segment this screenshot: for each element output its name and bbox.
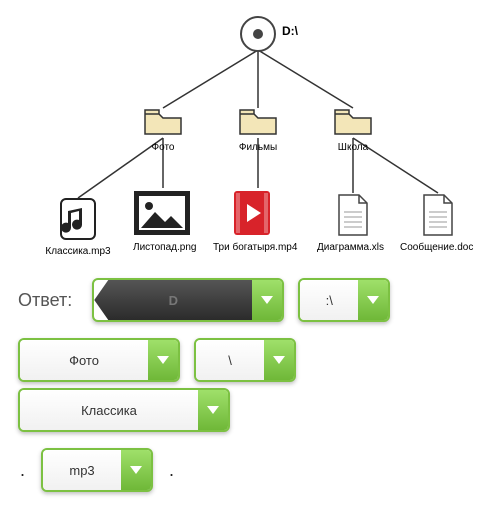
file-xls: Диаграмма.xls xyxy=(333,194,373,253)
answer-area: Ответ: D :\ Фото \ Классика . mp3 . xyxy=(8,268,492,492)
file-label: Три богатыря.mp4 xyxy=(213,242,283,253)
dropdown-value: Классика xyxy=(20,390,198,430)
document-file-icon xyxy=(420,194,456,236)
folder-school: Школа xyxy=(333,108,373,153)
dropdown-ext[interactable]: mp3 xyxy=(41,448,153,492)
chevron-down-icon xyxy=(264,340,294,380)
file-doc: Сообщение.doc xyxy=(418,194,458,253)
dropdown-sep2[interactable]: \ xyxy=(194,338,296,382)
dot-separator: . xyxy=(167,460,176,481)
chevron-down-icon xyxy=(148,340,178,380)
folder-label: Школа xyxy=(333,142,373,153)
dot-separator: . xyxy=(18,460,27,481)
dropdown-value: mp3 xyxy=(43,450,121,490)
folder-icon xyxy=(238,108,278,136)
file-png: Листопад.png xyxy=(133,190,193,253)
folder-photo: Фото xyxy=(143,108,183,153)
dropdown-value: \ xyxy=(196,340,264,380)
disc-icon xyxy=(240,16,276,52)
answer-label: Ответ: xyxy=(18,290,72,311)
folder-label: Фильмы xyxy=(238,142,278,153)
file-mp4: Три богатыря.mp4 xyxy=(233,190,283,253)
folder-label: Фото xyxy=(143,142,183,153)
chevron-down-icon xyxy=(121,450,151,490)
dropdown-filename[interactable]: Классика xyxy=(18,388,230,432)
file-label: Сообщение.doc xyxy=(400,242,458,253)
chevron-down-icon xyxy=(198,390,228,430)
chevron-down-icon xyxy=(358,280,388,320)
chevron-down-icon xyxy=(252,280,282,320)
document-file-icon xyxy=(335,194,371,236)
file-tree-diagram: D:\ Фото Фильмы Школа Классика.mp3 Листо… xyxy=(8,8,492,268)
music-file-icon xyxy=(60,198,96,240)
file-label: Листопад.png xyxy=(133,242,193,253)
dropdown-value: :\ xyxy=(300,280,358,320)
dropdown-sep1[interactable]: :\ xyxy=(298,278,390,322)
root-label: D:\ xyxy=(282,24,298,38)
dropdown-value: D xyxy=(94,280,252,320)
dropdown-folder[interactable]: Фото xyxy=(18,338,180,382)
file-label: Классика.mp3 xyxy=(43,246,113,257)
file-mp3: Классика.mp3 xyxy=(43,198,113,257)
folder-icon xyxy=(333,108,373,136)
folder-icon xyxy=(143,108,183,136)
image-file-icon xyxy=(134,190,192,236)
file-label: Диаграмма.xls xyxy=(317,242,373,253)
dropdown-value: Фото xyxy=(20,340,148,380)
root-node: D:\ xyxy=(240,16,276,52)
dropdown-drive[interactable]: D xyxy=(92,278,284,322)
folder-films: Фильмы xyxy=(238,108,278,153)
video-file-icon xyxy=(239,190,277,236)
